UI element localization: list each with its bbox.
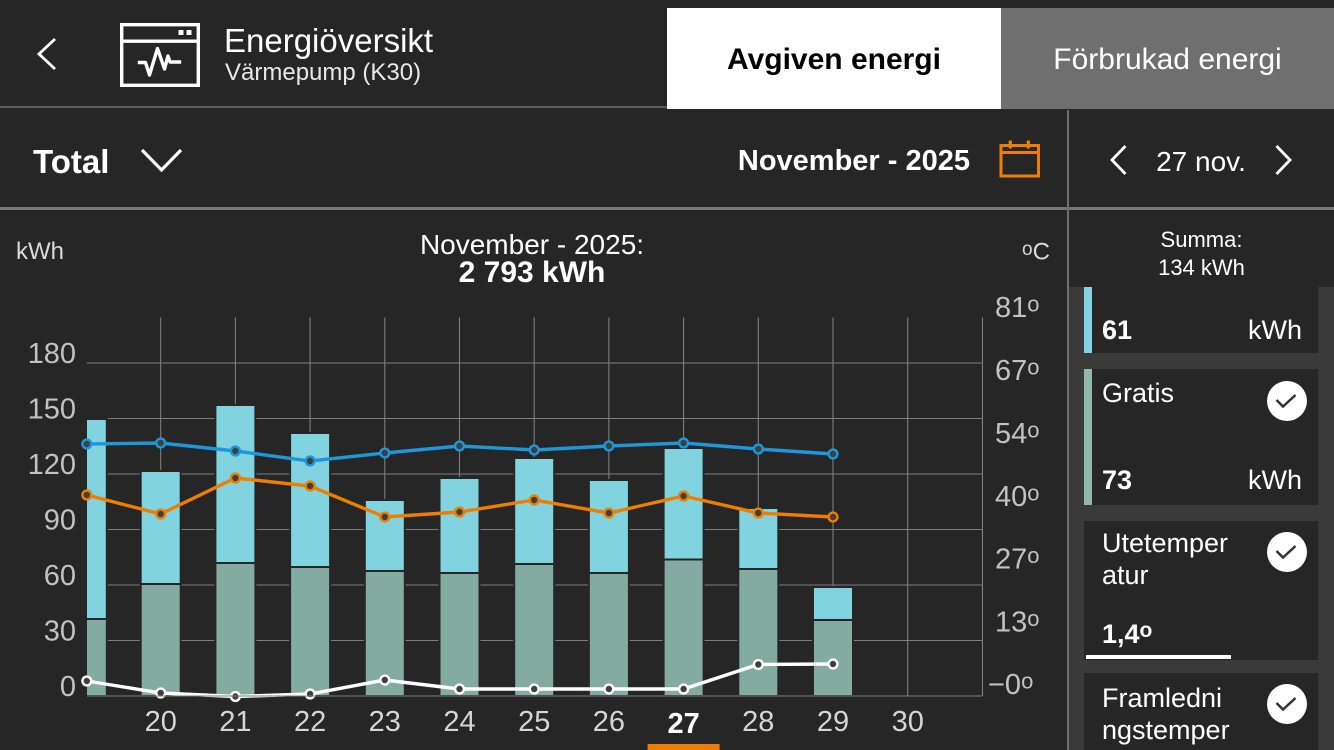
svg-text:150: 150 <box>28 394 76 426</box>
svg-text:29: 29 <box>817 706 849 738</box>
svg-text:180: 180 <box>28 338 76 370</box>
svg-text:90: 90 <box>44 505 76 537</box>
svg-text:13o: 13o <box>995 606 1040 639</box>
svg-text:67o: 67o <box>995 355 1040 388</box>
svg-text:40o: 40o <box>995 480 1040 513</box>
svg-text:25: 25 <box>518 706 550 738</box>
svg-text:27o: 27o <box>995 543 1040 576</box>
svg-text:28: 28 <box>742 706 774 738</box>
svg-text:22: 22 <box>294 706 326 738</box>
svg-text:60: 60 <box>44 560 76 592</box>
svg-text:21: 21 <box>219 706 251 738</box>
svg-text:54o: 54o <box>995 418 1040 451</box>
svg-text:27: 27 <box>667 708 699 740</box>
svg-text:23: 23 <box>369 706 401 738</box>
svg-text:30: 30 <box>44 616 76 648</box>
svg-text:120: 120 <box>28 449 76 481</box>
svg-text:26: 26 <box>593 706 625 738</box>
svg-text:81o: 81o <box>995 292 1040 325</box>
svg-text:−0o: −0o <box>988 669 1033 702</box>
svg-text:24: 24 <box>443 706 475 738</box>
svg-text:30: 30 <box>892 706 924 738</box>
svg-text:0: 0 <box>60 671 76 703</box>
svg-text:20: 20 <box>145 706 177 738</box>
